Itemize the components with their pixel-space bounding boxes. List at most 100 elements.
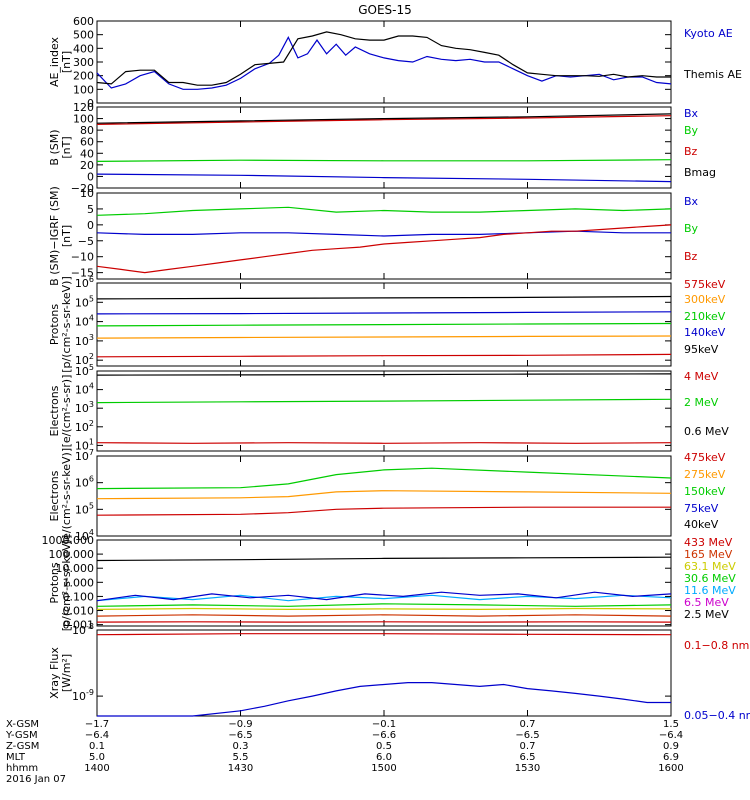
legend-2-mev: 2 MeV (684, 396, 719, 409)
legend-bmag: Bmag (684, 166, 716, 179)
orbit-value: −6.5 (228, 730, 252, 741)
orbit-value: 1400 (84, 763, 109, 774)
y-tick-label: 104 (75, 528, 94, 543)
panel-3: −15 −10 −5 0 5 10 B (SM)−IGRF (SM) [nT] (48, 186, 672, 286)
y-tick-label: 105 (75, 501, 94, 516)
series-4-mev (96, 442, 672, 444)
series-bmag (96, 113, 672, 124)
y-tick-label: 120 (73, 101, 94, 114)
orbit-value: 1430 (228, 763, 253, 774)
legend-210kev: 210keV (684, 310, 726, 323)
y-tick-label: 300 (73, 56, 94, 69)
chart-title: GOES-15 (358, 3, 412, 17)
y-axis-label: B (SM)−IGRF (SM) (48, 186, 61, 286)
legend-165-mev: 165 MeV (684, 548, 733, 561)
legend-75kev: 75keV (684, 502, 719, 515)
y-tick-label: 600 (73, 15, 94, 28)
series-11-6-mev (96, 594, 672, 602)
legend-0-1-0-8-nm: 0.1−0.8 nm (684, 639, 749, 652)
panel-frame (96, 539, 672, 627)
legend-275kev: 275keV (684, 468, 726, 481)
legend-0-05-0-4-nm: 0.05−0.4 nm (684, 709, 750, 722)
orbit-value: 1.5 (663, 719, 679, 730)
y-axis-label: [p/(cm²-s-sr-keV)] (60, 276, 73, 373)
series-95kev (96, 295, 672, 300)
y-axis-label: Electrons (48, 470, 61, 521)
series-140kev (96, 311, 672, 315)
legend-0-6-mev: 0.6 MeV (684, 425, 729, 438)
y-tick-label: 5 (87, 203, 94, 216)
orbit-value: −6.5 (515, 730, 539, 741)
y-tick-label: 40 (80, 147, 94, 160)
y-tick-label: 200 (73, 70, 94, 83)
y-tick-label: 0 (87, 170, 94, 183)
legend-40kev: 40keV (684, 518, 719, 531)
y-tick-label: 10-9 (72, 688, 94, 703)
legend-by: By (684, 222, 699, 235)
orbit-value: 0.1 (89, 741, 105, 752)
series-0-05-0-4-nm (97, 681, 671, 717)
y-tick-label: 0.001 (63, 619, 95, 632)
y-tick-label: 102 (75, 352, 94, 367)
series-themis-ae (96, 31, 671, 86)
legend-575kev: 575keV (684, 278, 726, 291)
series-63-1-mev (96, 607, 672, 611)
series-by (96, 159, 672, 162)
y-tick-label: 1000.000 (42, 534, 95, 547)
y-tick-label: 0 (87, 219, 94, 232)
series-bz (96, 115, 672, 125)
legend-themis-ae: Themis AE (683, 68, 742, 81)
orbit-value: 0.9 (663, 741, 679, 752)
series-6-5-mev (96, 591, 672, 602)
legend-300kev: 300keV (684, 293, 726, 306)
y-axis-label: [nT] (60, 225, 73, 247)
y-axis-label: [p/(cm²-s-sr-keV)] (60, 535, 73, 632)
y-tick-label: −10 (71, 251, 94, 264)
panel-4: 102 103 104 105 106 Protons [p/(cm²-s-sr-keV)] (48, 275, 672, 373)
y-tick-label: 10 (80, 187, 94, 200)
y-tick-label: −15 (71, 267, 94, 280)
series-by (96, 206, 672, 216)
series-275kev (96, 490, 672, 500)
orbit-value: −0.1 (372, 719, 396, 730)
orbit-value: 5.5 (233, 752, 249, 763)
orbit-value: 5.0 (89, 752, 105, 763)
legend-95kev: 95keV (684, 343, 719, 356)
y-tick-label: 0 (87, 97, 94, 110)
legend-2-5-mev: 2.5 MeV (684, 608, 729, 621)
y-tick-label: 0.010 (63, 605, 95, 618)
legend-150kev: 150keV (684, 485, 726, 498)
series-150kev (96, 467, 672, 490)
panel-frame (96, 370, 672, 452)
y-axis-label: B (SM) (48, 129, 61, 165)
y-tick-label: 106 (75, 475, 94, 490)
legend-30-6-mev: 30.6 MeV (684, 572, 736, 585)
orbit-row-label: hhmm (6, 763, 38, 774)
panel-6: 104 105 106 107 Electrons [e/(cm²-s-sr-keV)] (48, 448, 672, 544)
y-tick-label: 1.000 (63, 576, 95, 589)
legend-bz: Bz (684, 250, 698, 263)
orbit-value: 6.5 (520, 752, 536, 763)
series-0-6-mev (96, 373, 672, 376)
panel-8: 10-9 10-8 Xray Flux [W/m²] (48, 622, 672, 717)
series-300kev (96, 335, 672, 339)
legend-63-1-mev: 63.1 MeV (684, 560, 736, 573)
y-tick-label: 104 (75, 314, 94, 329)
legend-475kev: 475keV (684, 451, 726, 464)
orbit-value: 0.5 (376, 741, 392, 752)
y-tick-label: 60 (80, 136, 94, 149)
legend-140kev: 140keV (684, 326, 726, 339)
y-tick-label: 105 (75, 294, 94, 309)
y-tick-label: 80 (80, 124, 94, 137)
orbit-value: 1530 (515, 763, 540, 774)
y-tick-label: 10-8 (72, 622, 94, 637)
series-30-6-mev (96, 603, 672, 607)
orbit-date: 2016 Jan 07 (6, 774, 66, 785)
panel-frame (96, 20, 672, 104)
series-0-1-0-8-nm (96, 633, 672, 636)
y-axis-label: [nT] (60, 51, 73, 73)
orbit-value: 1600 (658, 763, 683, 774)
series-bx (96, 230, 671, 237)
series-475kev (96, 506, 671, 516)
